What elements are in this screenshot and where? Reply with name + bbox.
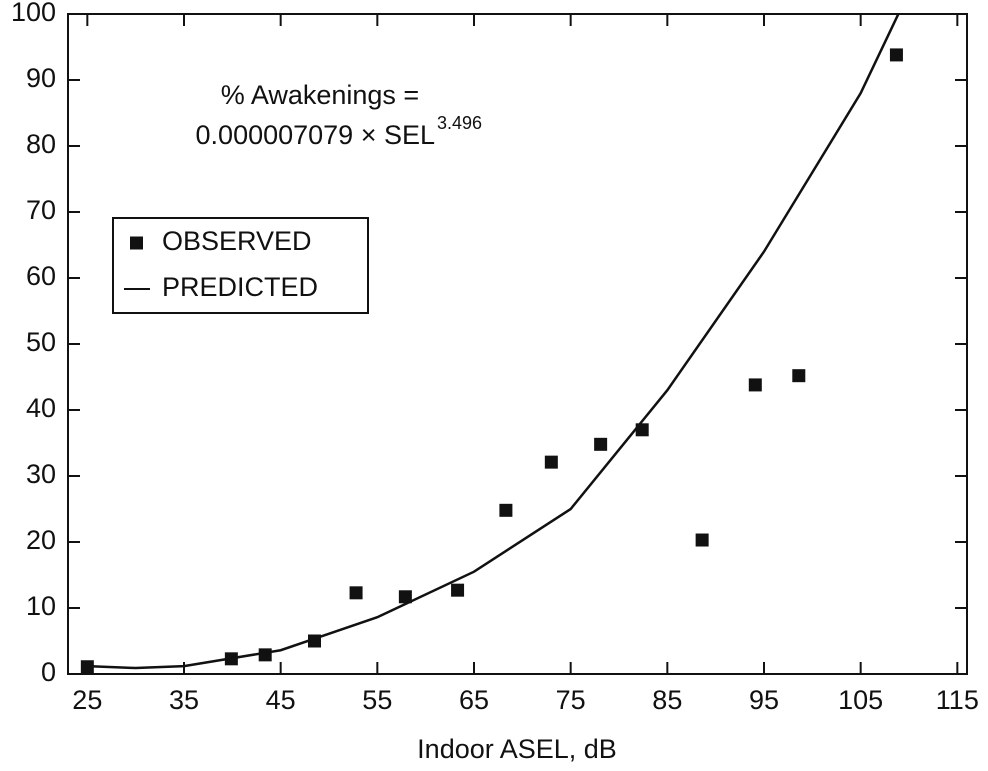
annotation: % Awakenings =	[221, 80, 419, 110]
x-tick-label: 45	[266, 685, 296, 715]
y-tick-label: 60	[26, 261, 56, 291]
data-point	[594, 437, 608, 451]
x-axis-label: Indoor ASEL, dB	[417, 734, 617, 764]
y-tick-label: 80	[26, 129, 56, 159]
y-tick-label: 100	[11, 0, 56, 27]
x-tick-label: 115	[936, 685, 979, 715]
data-point	[792, 369, 806, 383]
legend-box	[112, 217, 369, 314]
y-tick-label: 70	[26, 195, 56, 225]
x-tick-label: 95	[749, 685, 779, 715]
legend-label: PREDICTED	[162, 272, 318, 302]
annotation-exponent: 3.496	[437, 113, 482, 133]
predicted-line	[87, 14, 900, 670]
x-tick-label: 25	[72, 685, 102, 715]
plot-frame	[67, 13, 968, 675]
data-point	[451, 583, 465, 597]
data-point	[748, 378, 762, 392]
x-tick-label: 35	[169, 685, 199, 715]
x-tick-label: 65	[459, 685, 489, 715]
y-tick-label: 90	[26, 63, 56, 93]
y-tick-label: 30	[26, 459, 56, 489]
y-tick-label: 50	[26, 327, 56, 357]
data-point	[499, 503, 513, 517]
x-tick-label: 85	[652, 685, 682, 715]
data-point	[349, 586, 363, 600]
legend-marker	[130, 236, 143, 250]
x-tick-label: 55	[362, 685, 392, 715]
y-tick-label: 0	[41, 657, 56, 687]
annotation: 0.000007079 × SEL	[196, 120, 435, 150]
data-point	[889, 48, 903, 62]
x-tick-label: 75	[556, 685, 586, 715]
data-point	[544, 455, 558, 469]
y-tick-label: 20	[26, 525, 56, 555]
legend-label: OBSERVED	[162, 226, 312, 256]
x-tick-label: 105	[838, 685, 883, 715]
data-point	[258, 648, 272, 662]
data-point	[398, 590, 412, 604]
y-tick-label: 40	[26, 393, 56, 423]
y-tick-label: 10	[26, 591, 56, 621]
data-point	[695, 533, 709, 547]
